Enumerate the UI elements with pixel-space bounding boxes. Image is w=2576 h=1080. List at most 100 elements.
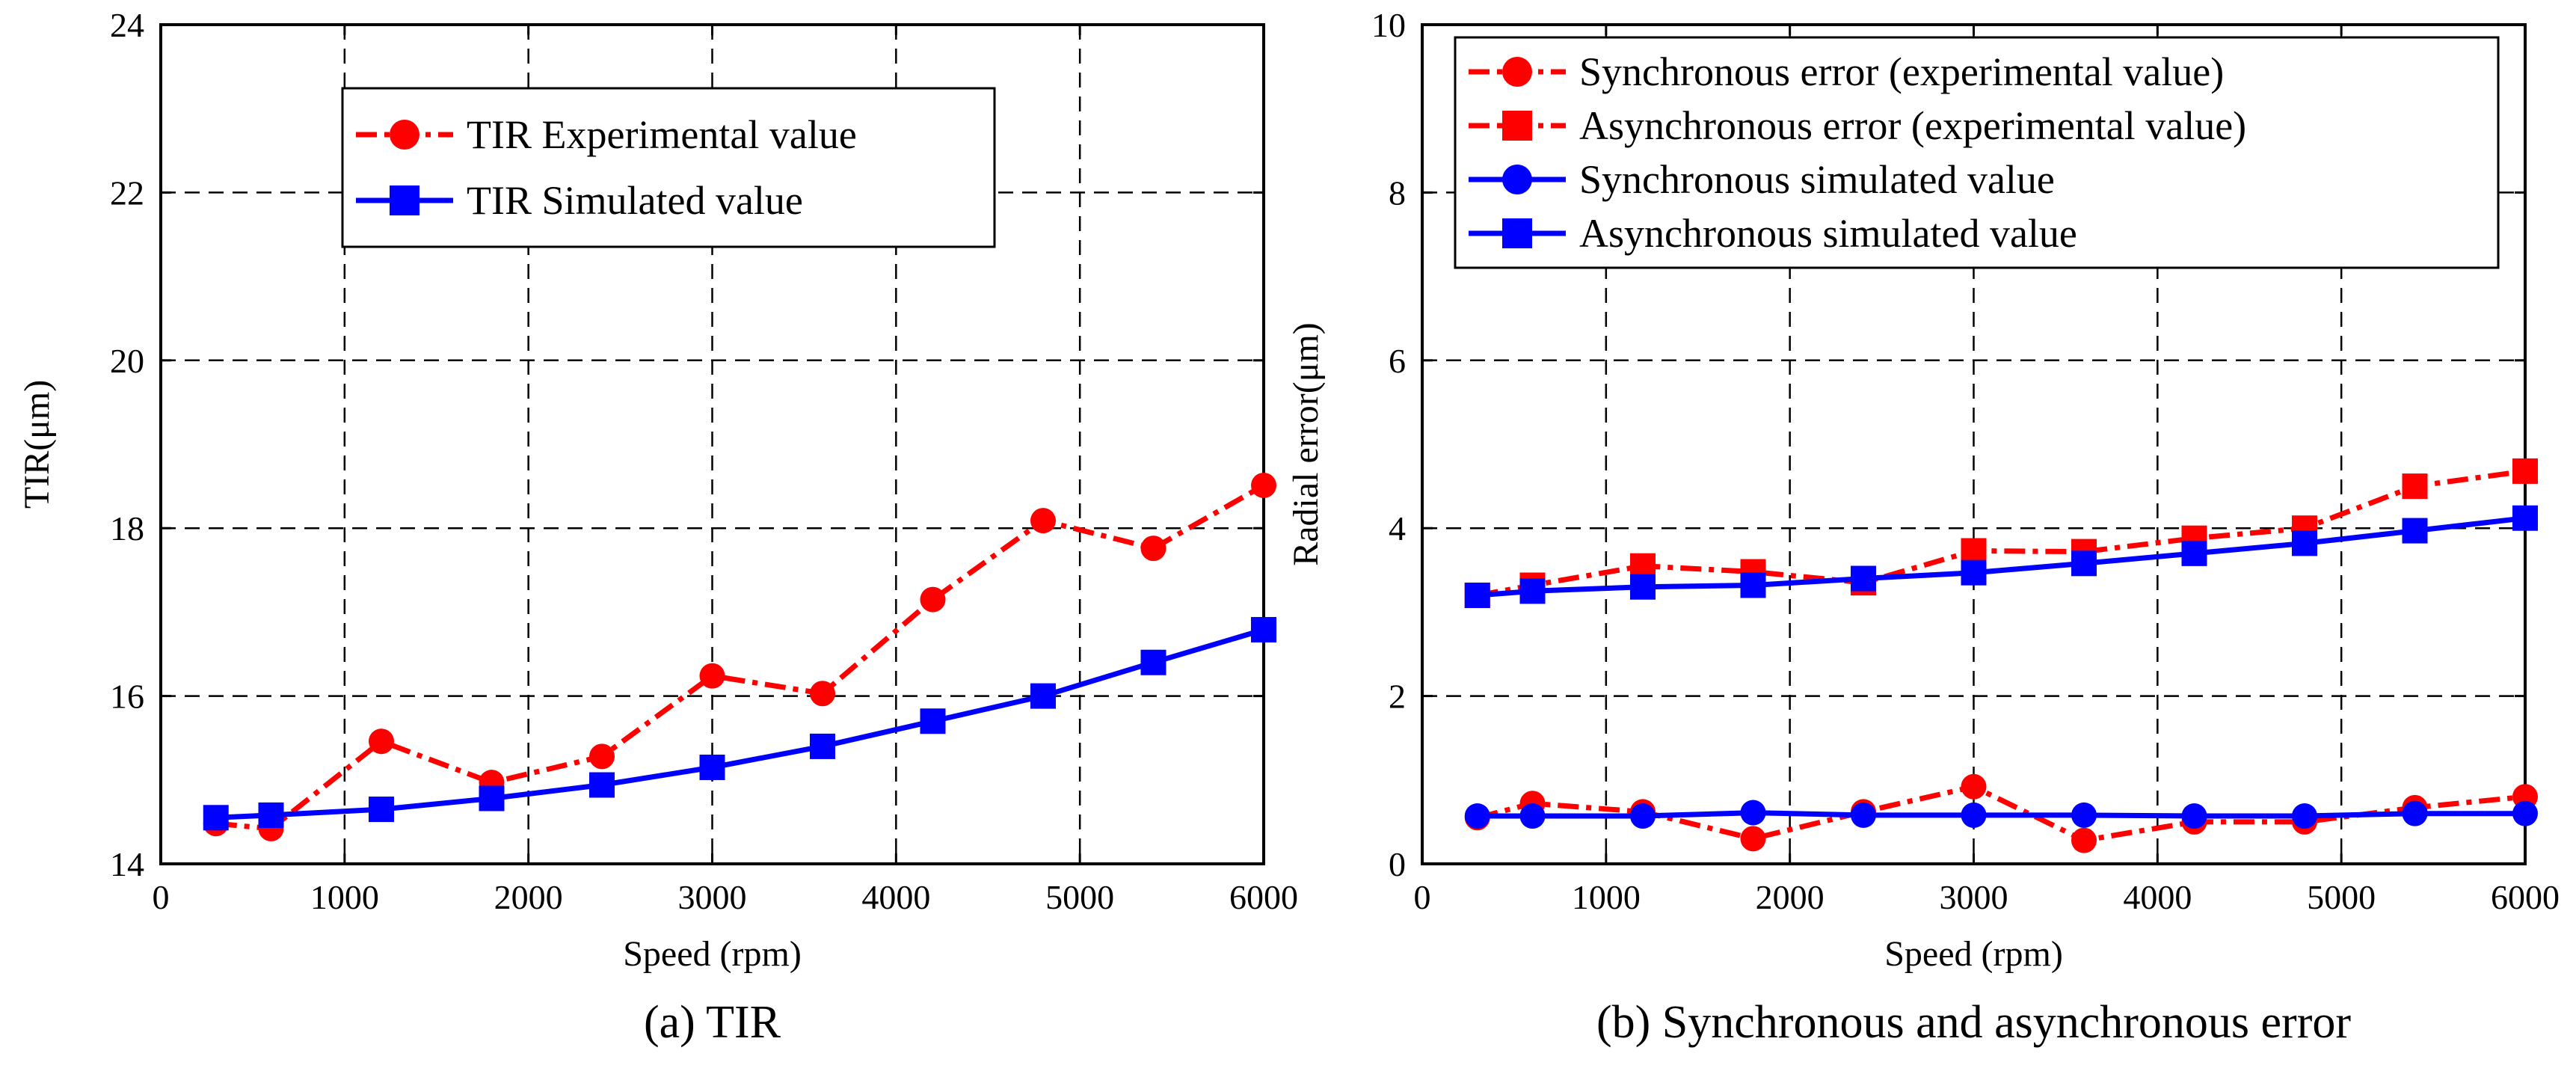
legend: [341, 87, 996, 248]
x-tick-label: 5000: [1045, 878, 1114, 916]
y-tick-label: 2: [1389, 678, 1406, 716]
data-point: [1030, 508, 1056, 534]
data-point: [1464, 803, 1490, 829]
data-point: [1030, 683, 1056, 709]
legend: [1454, 36, 2500, 269]
x-tick-label: 5000: [2307, 878, 2376, 916]
data-point: [2071, 827, 2097, 853]
data-point: [699, 754, 725, 780]
data-point: [1961, 538, 1987, 564]
series-line: [215, 627, 1264, 820]
data-point: [258, 802, 284, 828]
data-point: [2292, 530, 2317, 556]
series-2: [1464, 800, 2538, 829]
data-point: [1630, 803, 1656, 829]
legend-marker: [1502, 218, 1532, 248]
legend-marker: [390, 120, 419, 150]
data-point: [1740, 572, 1766, 598]
series-3: [1464, 505, 2538, 608]
data-point: [589, 772, 615, 798]
chart-caption: (b) Synchronous and asynchronous error: [1596, 997, 2351, 1048]
data-point: [1140, 649, 1166, 675]
data-point: [2402, 800, 2428, 826]
data-point: [1140, 536, 1166, 562]
y-tick-label: 0: [1389, 845, 1406, 883]
data-point: [1740, 800, 1766, 826]
x-tick-label: 1000: [1572, 878, 1641, 916]
data-point: [1630, 574, 1656, 600]
y-tick-label: 6: [1389, 342, 1406, 380]
x-tick-label: 6000: [1229, 878, 1298, 916]
data-point: [2071, 802, 2097, 828]
x-tick-label: 0: [1414, 878, 1431, 916]
legend-marker: [1502, 111, 1532, 141]
y-axis-label: TIR(μm): [17, 380, 57, 509]
legend-marker: [390, 185, 419, 215]
data-point: [1464, 582, 1490, 608]
data-point: [369, 728, 394, 755]
data-point: [920, 708, 946, 734]
data-point: [479, 785, 505, 811]
legend-label: TIR Simulated value: [467, 178, 803, 223]
legend-label: Synchronous error (experimental value): [1579, 49, 2224, 94]
y-tick-label: 14: [110, 845, 144, 883]
x-axis-label: Speed (rpm): [623, 934, 802, 974]
x-tick-label: 2000: [1756, 878, 1825, 916]
data-point: [699, 663, 725, 689]
y-tick-label: 24: [110, 6, 144, 44]
x-tick-label: 3000: [1940, 878, 2008, 916]
x-axis-label: Speed (rpm): [1884, 934, 2063, 974]
data-point: [2181, 803, 2207, 829]
x-tick-label: 1000: [310, 878, 379, 916]
chart-panel-b: 0 1000 2000 3000 4000 5000 6000 0 2 4 6 8 10 Speed (r…: [1286, 6, 2560, 1048]
x-tick-label: 0: [153, 878, 170, 916]
x-tick-label: 6000: [2491, 878, 2560, 916]
data-point: [2512, 505, 2538, 531]
data-point: [810, 733, 835, 759]
series-1: [203, 616, 1276, 831]
data-point: [1961, 802, 1987, 828]
y-axis-label: Radial error(μm): [1286, 322, 1326, 566]
y-tick-label: 16: [110, 678, 144, 716]
data-point: [1851, 565, 1876, 592]
data-point: [1519, 803, 1546, 829]
data-point: [1251, 616, 1276, 642]
legend-label: Synchronous simulated value: [1579, 157, 2055, 202]
legend-marker: [1502, 165, 1532, 194]
data-point: [2402, 473, 2428, 500]
y-tick-label: 20: [110, 342, 144, 380]
data-point: [810, 681, 835, 707]
data-point: [1961, 773, 1987, 800]
data-point: [2071, 550, 2097, 577]
data-point: [203, 805, 229, 831]
chart-caption: (a) TIR: [644, 997, 781, 1048]
data-point: [2512, 800, 2538, 826]
x-tick-label: 4000: [861, 878, 930, 916]
data-point: [369, 797, 394, 823]
y-tick-label: 18: [110, 509, 144, 547]
data-point: [589, 743, 615, 770]
x-tick-label: 2000: [494, 878, 563, 916]
y-tick-label: 22: [110, 174, 144, 212]
data-point: [1740, 826, 1766, 852]
legend-label: Asynchronous simulated value: [1579, 211, 2077, 256]
x-tick-label: 4000: [2123, 878, 2192, 916]
data-point: [2402, 518, 2428, 544]
data-point: [1251, 472, 1276, 498]
legend-marker: [1502, 57, 1532, 87]
y-tick-label: 8: [1389, 174, 1406, 212]
data-point: [2181, 540, 2207, 566]
data-point: [920, 586, 946, 613]
x-tick-label: 3000: [678, 878, 747, 916]
series-line: [215, 482, 1265, 832]
y-tick-label: 4: [1389, 509, 1406, 547]
legend-label: TIR Experimental value: [467, 112, 857, 157]
data-point: [1851, 802, 1876, 828]
y-tick-label: 10: [1371, 6, 1406, 44]
chart-panel-a: 0 1000 2000 3000 4000 5000 6000 14 16 18 20 22 24 Spe…: [17, 6, 1298, 1048]
data-point: [2292, 803, 2317, 829]
data-point: [2512, 458, 2538, 484]
data-point: [1519, 578, 1546, 604]
series-0: [203, 472, 1276, 841]
